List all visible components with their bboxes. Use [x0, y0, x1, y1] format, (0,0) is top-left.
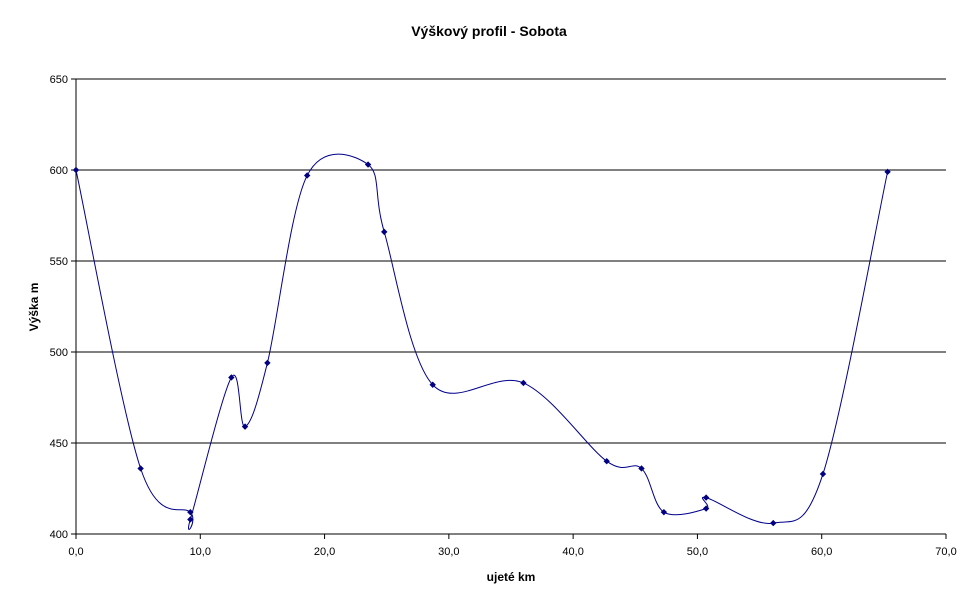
data-point: [603, 458, 610, 465]
data-point: [364, 161, 372, 168]
data-point: [884, 168, 891, 176]
data-point: [429, 381, 436, 388]
data-point: [702, 494, 710, 501]
data-point: [638, 465, 645, 472]
data-point: [264, 359, 271, 367]
axes: [71, 78, 947, 539]
data-point: [187, 508, 194, 516]
y-axis-label: Výška m: [27, 283, 41, 332]
x-tick-label: 70,0: [935, 546, 956, 558]
x-tick-label: 10,0: [190, 546, 211, 558]
data-markers: [72, 161, 891, 527]
y-tick-label: 400: [50, 529, 68, 541]
data-point: [228, 374, 235, 381]
x-tick-label: 40,0: [562, 546, 583, 558]
y-tick-label: 500: [50, 347, 68, 359]
x-axis-label: ujeté km: [487, 570, 536, 584]
y-tick-label: 600: [50, 165, 68, 177]
data-point: [702, 505, 710, 512]
data-point: [381, 228, 388, 236]
y-tick-labels: 400 450 500 550 600 650: [50, 74, 68, 541]
data-point: [770, 519, 777, 527]
data-point: [187, 516, 194, 523]
chart-title: Výškový profil - Sobota: [411, 23, 567, 39]
y-tick-label: 450: [50, 438, 68, 450]
y-tick-label: 650: [50, 74, 68, 86]
data-point: [137, 465, 144, 472]
x-tick-label: 20,0: [314, 546, 335, 558]
y-tick-label: 550: [50, 256, 68, 268]
data-point: [72, 166, 80, 174]
data-point: [660, 508, 668, 516]
x-tick-label: 50,0: [687, 546, 708, 558]
data-point: [303, 172, 311, 179]
data-point: [520, 379, 527, 387]
x-tick-label: 30,0: [438, 546, 459, 558]
x-tick-labels: 0,0 10,0 20,0 30,0 40,0 50,0 60,0 70,0: [68, 546, 956, 558]
data-point: [241, 423, 249, 430]
x-tick-label: 0,0: [68, 546, 83, 558]
data-point: [819, 470, 827, 478]
x-tick-label: 60,0: [811, 546, 832, 558]
gridlines: [76, 78, 946, 444]
elevation-line: [75, 153, 889, 530]
